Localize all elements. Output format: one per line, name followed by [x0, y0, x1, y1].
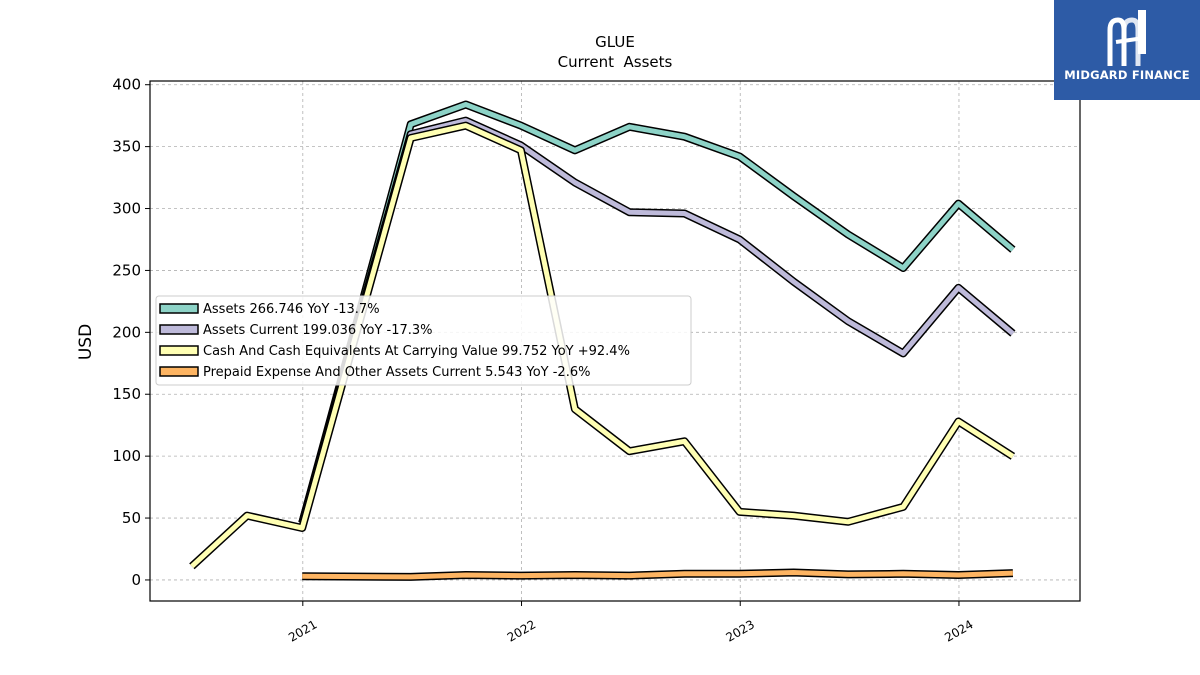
x-tick-label: 2022 — [505, 617, 538, 644]
brand-logo-text: MIDGARD FINANCE — [1064, 68, 1190, 82]
x-tick-label: 2023 — [724, 617, 757, 644]
brand-logo-mark-icon — [1107, 10, 1146, 66]
legend-swatch — [159, 366, 199, 377]
legend-swatch — [159, 324, 199, 335]
chart-subtitle: Current Assets — [558, 53, 673, 71]
y-tick-label: 250 — [112, 261, 141, 279]
brand-logo: MIDGARD FINANCE — [1054, 0, 1200, 100]
legend-swatch — [159, 303, 199, 314]
series-line — [299, 118, 1015, 524]
series-line — [299, 102, 1015, 524]
series-line — [302, 570, 1013, 580]
y-tick-label: 350 — [112, 138, 141, 156]
plot-frame — [149, 80, 1081, 602]
y-axis-label: USD — [76, 324, 96, 360]
y-tick-label: 0 — [131, 571, 141, 589]
series-assets — [298, 100, 1016, 525]
legend-box — [155, 295, 692, 386]
x-tick-label: 2021 — [286, 617, 319, 644]
legend: Assets 266.746 YoY -13.7% Assets Current … — [155, 295, 692, 386]
chart-title: GLUE — [595, 33, 635, 51]
series-prepaid-expense-and-other-assets-current — [302, 568, 1014, 581]
y-tick-label: 100 — [112, 447, 141, 465]
x-tick-label: 2024 — [942, 617, 975, 644]
legend-entry-label: Cash And Cash Equivalents At Carrying Va… — [203, 344, 630, 359]
series-assets-current — [298, 116, 1016, 525]
legend-entry-label: Assets 266.746 YoY -13.7% — [203, 302, 380, 317]
legend-entry-label: Assets Current 199.036 YoY -17.3% — [203, 323, 433, 338]
y-tick-label: 50 — [122, 509, 141, 527]
y-tick-label: 200 — [112, 323, 141, 341]
y-tick-label: 400 — [112, 76, 141, 94]
y-tick-label: 300 — [112, 200, 141, 218]
legend-swatch — [159, 345, 199, 356]
y-tick-label: 150 — [112, 385, 141, 403]
series-line — [190, 123, 1015, 569]
legend-entry-label: Prepaid Expense And Other Assets Current… — [203, 365, 590, 380]
series-cash-and-cash-equivalents-at-carrying-value — [189, 121, 1016, 570]
